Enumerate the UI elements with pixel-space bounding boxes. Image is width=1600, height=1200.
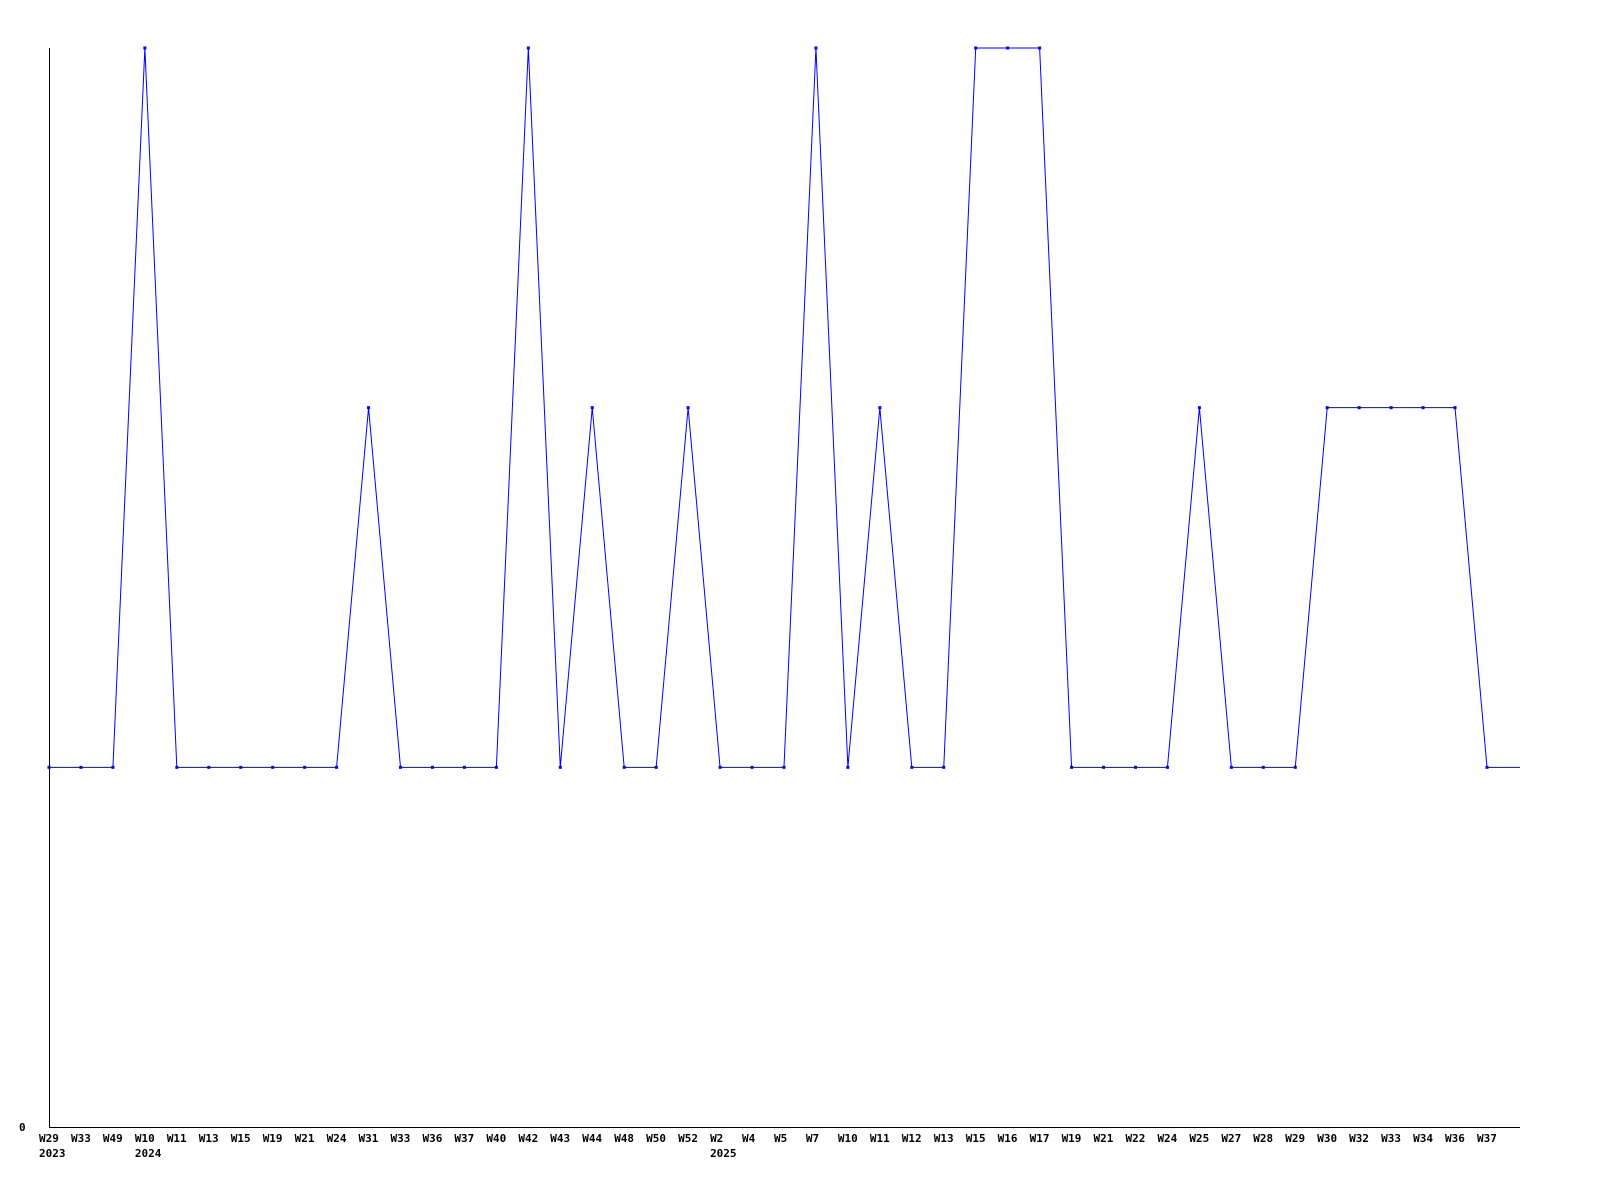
x-tick-label: W11	[870, 1132, 890, 1145]
year-label: 2025	[710, 1147, 737, 1160]
x-tick-label: W27	[1221, 1132, 1241, 1145]
x-tick-label: W24	[1157, 1132, 1177, 1145]
year-label: 2023	[39, 1147, 66, 1160]
data-point	[1070, 765, 1074, 769]
data-point	[239, 765, 243, 769]
data-point	[1102, 765, 1106, 769]
x-tick-label: W30	[1317, 1132, 1337, 1145]
data-point	[1357, 406, 1361, 410]
x-tick-label: W33	[1381, 1132, 1401, 1145]
x-tick-label: W36	[422, 1132, 442, 1145]
x-tick-label: W15	[966, 1132, 986, 1145]
x-tick-label: W48	[614, 1132, 634, 1145]
x-tick-label: W19	[1062, 1132, 1082, 1145]
data-point	[335, 765, 339, 769]
x-tick-label: W19	[263, 1132, 283, 1145]
data-point	[1038, 46, 1042, 50]
data-point	[622, 765, 626, 769]
data-point	[878, 406, 882, 410]
x-tick-label: W7	[806, 1132, 819, 1145]
x-tick-label: W5	[774, 1132, 787, 1145]
data-point	[462, 765, 466, 769]
data-point	[718, 765, 722, 769]
data-point	[1197, 406, 1201, 410]
data-point	[1261, 765, 1265, 769]
year-label: 2024	[135, 1147, 162, 1160]
data-point	[47, 765, 51, 769]
data-point	[1293, 765, 1297, 769]
data-point	[175, 765, 179, 769]
x-tick-label: W32	[1349, 1132, 1369, 1145]
data-point	[782, 765, 786, 769]
data-point	[1485, 765, 1489, 769]
x-tick-label: W37	[454, 1132, 474, 1145]
x-tick-label: W2	[710, 1132, 723, 1145]
x-tick-label: W28	[1253, 1132, 1273, 1145]
data-point	[271, 765, 275, 769]
data-point	[1133, 765, 1137, 769]
x-tick-label: W50	[646, 1132, 666, 1145]
data-point	[654, 765, 658, 769]
x-tick-label: W21	[295, 1132, 315, 1145]
x-tick-label: W40	[486, 1132, 506, 1145]
x-tick-label: W17	[1030, 1132, 1050, 1145]
data-point	[526, 46, 530, 50]
data-point	[910, 765, 914, 769]
x-tick-label: W29	[39, 1132, 59, 1145]
x-tick-label: W21	[1094, 1132, 1114, 1145]
x-tick-label: W43	[550, 1132, 570, 1145]
data-point	[143, 46, 147, 50]
data-point	[974, 46, 978, 50]
data-point	[814, 46, 818, 50]
x-tick-label: W13	[199, 1132, 219, 1145]
data-point	[1229, 765, 1233, 769]
x-tick-label: W10	[838, 1132, 858, 1145]
x-tick-label: W4	[742, 1132, 756, 1145]
x-tick-label: W25	[1189, 1132, 1209, 1145]
x-tick-label: W16	[998, 1132, 1018, 1145]
x-tick-label: W13	[934, 1132, 954, 1145]
x-tick-label: W11	[167, 1132, 187, 1145]
data-point	[1421, 406, 1425, 410]
data-point	[558, 765, 562, 769]
x-tick-label: W34	[1413, 1132, 1433, 1145]
data-point	[846, 765, 850, 769]
x-tick-label: W33	[71, 1132, 91, 1145]
data-point	[430, 765, 434, 769]
x-tick-label: W49	[103, 1132, 123, 1145]
data-point	[367, 406, 371, 410]
x-tick-label: W15	[231, 1132, 251, 1145]
x-tick-label: W24	[327, 1132, 347, 1145]
series-line	[49, 47, 1520, 768]
x-tick-label: W10	[135, 1132, 155, 1145]
data-point	[1325, 406, 1329, 410]
x-tick-label: W52	[678, 1132, 698, 1145]
data-point	[942, 765, 946, 769]
x-tick-label: W44	[582, 1132, 602, 1145]
data-point	[303, 765, 307, 769]
x-tick-label: W22	[1125, 1132, 1145, 1145]
data-point	[207, 765, 211, 769]
x-tick-label: W12	[902, 1132, 922, 1145]
data-point	[1453, 406, 1457, 410]
data-point	[686, 406, 690, 410]
data-point	[399, 765, 403, 769]
data-point	[750, 765, 754, 769]
x-tick-label: W29	[1285, 1132, 1305, 1145]
data-point	[494, 765, 498, 769]
x-tick-label: W33	[391, 1132, 411, 1145]
data-point	[111, 765, 115, 769]
x-tick-label: W37	[1477, 1132, 1497, 1145]
data-point	[590, 406, 594, 410]
x-tick-label: W31	[359, 1132, 379, 1145]
x-tick-label: W42	[518, 1132, 538, 1145]
x-tick-label: W36	[1445, 1132, 1465, 1145]
data-point	[1165, 765, 1169, 769]
data-point	[1389, 406, 1393, 410]
data-point	[79, 765, 83, 769]
data-point	[1006, 46, 1010, 50]
y-tick-label-0: 0	[19, 1121, 26, 1134]
